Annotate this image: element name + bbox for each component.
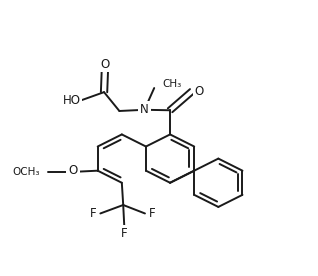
Text: OCH₃: OCH₃ — [12, 167, 40, 177]
Text: O: O — [100, 58, 109, 71]
Text: HO: HO — [63, 94, 80, 107]
Text: F: F — [121, 227, 128, 240]
Text: O: O — [195, 84, 204, 97]
Text: O: O — [69, 164, 78, 177]
Text: CH₃: CH₃ — [162, 79, 181, 89]
Text: O: O — [69, 164, 78, 177]
Text: F: F — [121, 227, 128, 240]
Text: F: F — [90, 207, 97, 220]
Text: N: N — [140, 103, 149, 116]
Text: N: N — [140, 103, 149, 116]
Text: F: F — [149, 207, 155, 220]
Text: O: O — [195, 84, 204, 97]
Text: HO: HO — [63, 94, 80, 107]
Text: O: O — [100, 58, 109, 71]
Text: F: F — [90, 207, 97, 220]
Text: F: F — [149, 207, 155, 220]
